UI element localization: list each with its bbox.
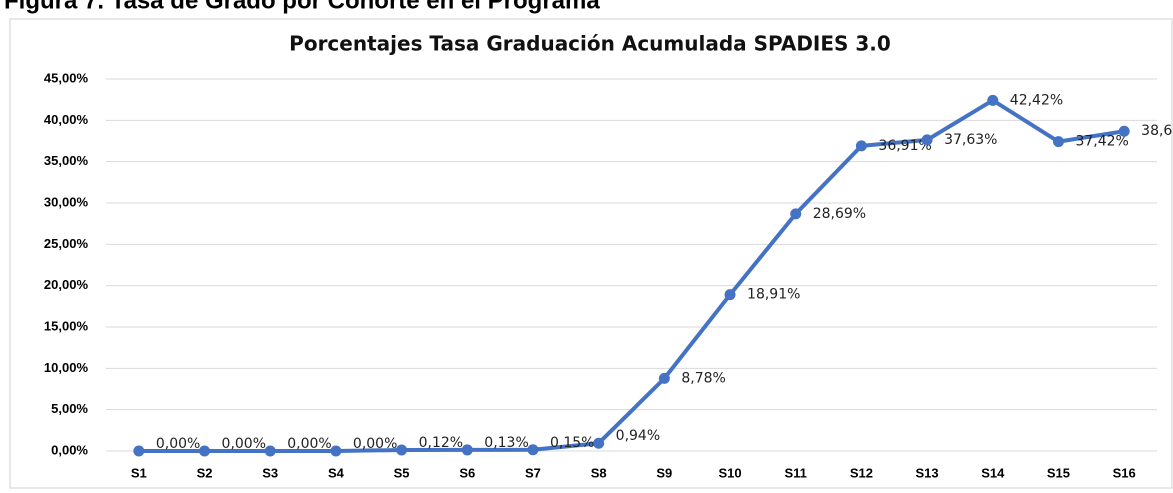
x-tick-label: S1: [131, 465, 147, 480]
x-tick-label: S3: [262, 465, 278, 480]
data-label: 0,00%: [156, 436, 200, 452]
x-tick-label: S15: [1047, 465, 1070, 480]
x-tick-label: S8: [591, 465, 607, 480]
point: [330, 445, 342, 457]
x-tick-label: S9: [656, 465, 672, 480]
y-tick-label: 0,00%: [51, 442, 88, 457]
x-tick-label: S6: [459, 465, 475, 480]
data-label: 37,63%: [944, 132, 997, 148]
data-label: 42,42%: [1010, 92, 1063, 108]
y-tick-label: 5,00%: [51, 401, 88, 416]
data-label: 38,68%: [1141, 123, 1173, 139]
point: [658, 372, 670, 384]
point: [199, 445, 211, 457]
point: [855, 140, 867, 152]
series-line: [138, 98, 1125, 453]
y-tick-label: 35,00%: [44, 153, 89, 168]
data-label: 28,69%: [813, 206, 866, 222]
x-tick-label: S12: [850, 465, 873, 480]
point: [921, 134, 933, 146]
data-label: 0,00%: [287, 436, 331, 452]
point: [1118, 125, 1130, 137]
chart-title: Porcentajes Tasa Graduación Acumulada SP…: [289, 32, 891, 56]
x-tick-label: S16: [1113, 465, 1136, 480]
y-tick-label: 15,00%: [44, 318, 89, 333]
point: [593, 437, 605, 449]
y-tick-label: 40,00%: [44, 112, 89, 127]
data-label: 0,15%: [550, 435, 594, 451]
data-label: 8,78%: [681, 370, 725, 386]
x-tick-label: S2: [197, 465, 213, 480]
x-tick-label: S10: [718, 465, 741, 480]
chart-frame: [9, 18, 1173, 489]
data-label: 18,91%: [747, 287, 800, 303]
data-label: 0,00%: [353, 436, 397, 452]
point: [396, 444, 408, 456]
data-label: 0,00%: [222, 436, 266, 452]
point: [790, 208, 802, 220]
point: [724, 289, 736, 301]
y-tick-label: 30,00%: [44, 194, 89, 209]
header: Figura 7. Tasa de Grado por Cohorte en e…: [4, 0, 600, 14]
point: [461, 444, 473, 456]
y-tick-label: 10,00%: [44, 360, 89, 375]
x-tick-label: S14: [981, 465, 1005, 480]
x-tick-label: S5: [394, 465, 410, 480]
data-label: 36,91%: [878, 138, 931, 154]
point: [264, 445, 276, 457]
x-tick-label: S7: [525, 465, 541, 480]
y-tick-label: 20,00%: [44, 277, 89, 292]
x-tick-label: S11: [785, 465, 807, 480]
point: [133, 445, 145, 457]
point: [1052, 136, 1064, 148]
point: [987, 94, 999, 106]
y-tick-label: 45,00%: [44, 70, 89, 85]
data-label: 0,13%: [484, 435, 528, 451]
y-tick-label: 25,00%: [44, 236, 89, 251]
data-label: 0,12%: [419, 435, 463, 451]
x-tick-label: S13: [916, 465, 939, 480]
data-label: 37,42%: [1075, 134, 1128, 150]
data-label: 0,94%: [616, 428, 660, 444]
point: [527, 444, 539, 456]
x-tick-label: S4: [328, 465, 345, 480]
